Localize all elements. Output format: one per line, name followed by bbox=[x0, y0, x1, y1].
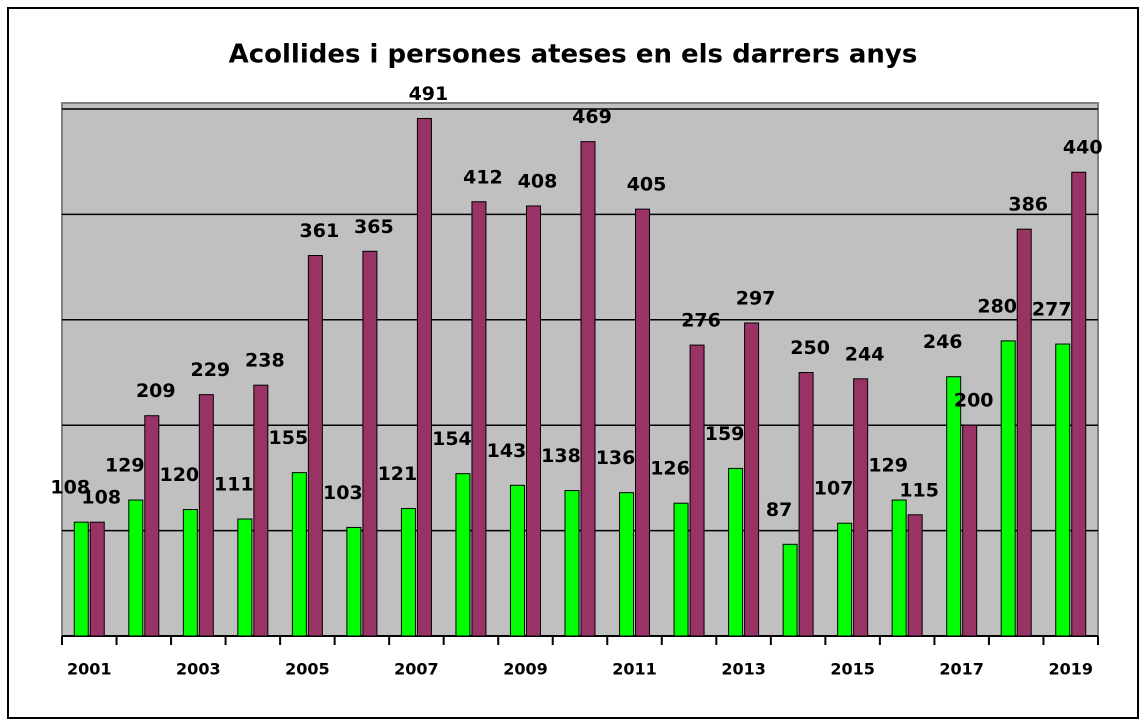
data-label: 469 bbox=[572, 106, 612, 128]
data-label: 103 bbox=[323, 482, 363, 504]
data-label: 129 bbox=[105, 455, 145, 477]
bar bbox=[946, 376, 962, 637]
data-label: 115 bbox=[899, 479, 939, 501]
plot-area bbox=[61, 102, 1099, 637]
bar bbox=[962, 424, 978, 637]
bar bbox=[253, 384, 269, 637]
bar bbox=[580, 141, 596, 637]
x-tick-label: 2017 bbox=[939, 660, 984, 679]
data-label: 229 bbox=[190, 359, 230, 381]
bar bbox=[128, 499, 144, 637]
bar bbox=[346, 526, 362, 637]
bar bbox=[291, 472, 307, 637]
data-label: 408 bbox=[518, 170, 558, 192]
data-label: 209 bbox=[136, 380, 176, 402]
data-label: 120 bbox=[159, 464, 199, 486]
data-label: 386 bbox=[1008, 194, 1048, 216]
bar bbox=[237, 518, 253, 637]
bar bbox=[728, 467, 744, 637]
bar bbox=[798, 372, 814, 637]
data-label: 250 bbox=[790, 337, 830, 359]
data-label: 405 bbox=[627, 174, 667, 196]
bar bbox=[564, 490, 580, 637]
data-label: 365 bbox=[354, 216, 394, 238]
bar bbox=[907, 514, 923, 637]
data-label: 108 bbox=[50, 477, 90, 499]
bar bbox=[673, 502, 689, 637]
x-tick-label: 2015 bbox=[830, 660, 875, 679]
data-label: 154 bbox=[432, 428, 472, 450]
data-label: 107 bbox=[814, 478, 854, 500]
data-label: 136 bbox=[596, 447, 636, 469]
data-label: 159 bbox=[705, 423, 745, 445]
data-label: 121 bbox=[378, 463, 418, 485]
bar bbox=[362, 250, 378, 637]
bar bbox=[525, 205, 541, 637]
bar bbox=[1000, 340, 1016, 637]
data-label: 200 bbox=[954, 390, 994, 412]
x-tick-label: 2005 bbox=[285, 660, 330, 679]
bar bbox=[891, 499, 907, 637]
bar bbox=[837, 522, 853, 637]
bar bbox=[509, 484, 525, 637]
data-label: 246 bbox=[923, 331, 963, 353]
bar bbox=[307, 255, 323, 637]
data-label: 440 bbox=[1063, 137, 1103, 159]
bar bbox=[89, 521, 105, 637]
data-label: 126 bbox=[650, 458, 690, 480]
data-label: 155 bbox=[269, 427, 309, 449]
bar bbox=[400, 507, 416, 637]
data-label: 238 bbox=[245, 350, 285, 372]
bar bbox=[689, 344, 705, 637]
x-tick-label: 2007 bbox=[394, 660, 439, 679]
data-label: 138 bbox=[541, 445, 581, 467]
data-label: 361 bbox=[300, 220, 340, 242]
bar bbox=[619, 492, 635, 637]
bar bbox=[744, 322, 760, 637]
bar bbox=[471, 201, 487, 637]
x-tick-label: 2019 bbox=[1048, 660, 1093, 679]
bar bbox=[1016, 228, 1032, 637]
data-label: 108 bbox=[81, 487, 121, 509]
bar bbox=[853, 378, 869, 637]
chart-title: Acollides i persones ateses en els darre… bbox=[229, 40, 918, 70]
bar bbox=[73, 521, 89, 637]
data-label: 412 bbox=[463, 166, 503, 188]
x-tick-label: 2003 bbox=[176, 660, 221, 679]
data-label: 276 bbox=[681, 310, 721, 332]
bar bbox=[416, 117, 432, 637]
data-label: 277 bbox=[1032, 299, 1072, 321]
data-label: 111 bbox=[214, 474, 254, 496]
data-label: 491 bbox=[409, 83, 449, 105]
bar bbox=[182, 509, 198, 637]
x-tick-label: 2013 bbox=[721, 660, 766, 679]
bar bbox=[635, 208, 651, 637]
bar bbox=[1055, 343, 1071, 637]
data-label: 143 bbox=[487, 440, 527, 462]
data-label: 244 bbox=[845, 343, 885, 365]
bar bbox=[782, 543, 798, 637]
x-tick-label: 2001 bbox=[67, 660, 112, 679]
data-label: 280 bbox=[977, 295, 1017, 317]
x-tick-label: 2009 bbox=[503, 660, 548, 679]
bar bbox=[198, 394, 214, 637]
x-tick-label: 2011 bbox=[612, 660, 657, 679]
data-label: 87 bbox=[766, 499, 792, 521]
bar bbox=[455, 473, 471, 637]
bar bbox=[144, 415, 160, 637]
data-label: 297 bbox=[736, 287, 776, 309]
bar bbox=[1071, 171, 1087, 637]
data-label: 129 bbox=[868, 455, 908, 477]
